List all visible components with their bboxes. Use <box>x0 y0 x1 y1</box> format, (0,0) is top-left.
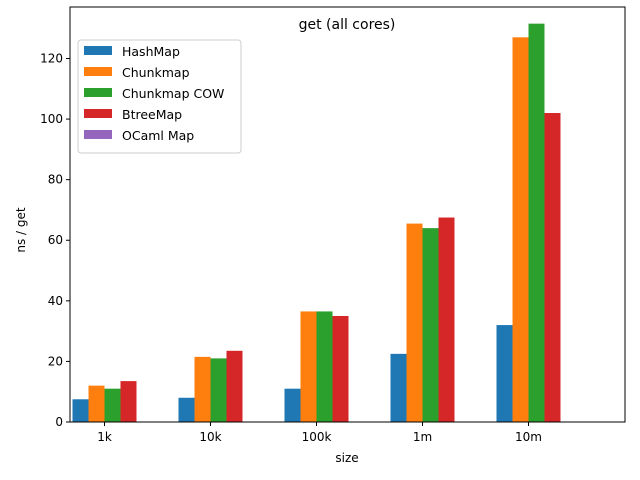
bars-group <box>72 23 561 423</box>
bar-btreemap-1m <box>438 217 455 422</box>
legend-label: Chunkmap <box>122 65 190 80</box>
x-tick-label: 1m <box>413 430 432 444</box>
legend-swatch <box>84 88 112 97</box>
legend-swatch <box>84 109 112 118</box>
bar-btreemap-100k <box>332 315 349 422</box>
legend-label: BtreeMap <box>122 107 182 122</box>
bar-chunkmap-1k <box>88 385 105 422</box>
bar-hashmap-1m <box>390 353 407 422</box>
y-tick-label: 120 <box>40 51 63 65</box>
x-tick-label: 100k <box>302 430 332 444</box>
legend-label: OCaml Map <box>122 128 194 143</box>
x-axis-label: size <box>335 451 358 465</box>
bar-chunkmap-cow-100k <box>316 311 333 422</box>
x-tick-label: 10m <box>515 430 542 444</box>
bar-hashmap-10k <box>178 397 195 422</box>
y-tick-label: 20 <box>48 354 63 368</box>
bar-chunkmap-cow-10m <box>528 23 545 422</box>
y-tick-label: 80 <box>48 173 63 187</box>
y-tick-label: 0 <box>55 415 63 429</box>
y-axis-label: ns / get <box>14 207 28 253</box>
bar-chunkmap-1m <box>406 223 423 422</box>
bar-chunkmap-100k <box>300 311 317 422</box>
x-tick-label: 10k <box>199 430 221 444</box>
legend-swatch <box>84 67 112 76</box>
bar-hashmap-100k <box>284 388 301 422</box>
x-axis-ticks: 1k 10k 100k 1m 10m <box>97 422 542 444</box>
bar-chunkmap-cow-1k <box>104 388 121 422</box>
bar-chunkmap-10k <box>194 356 211 422</box>
legend: HashMap Chunkmap Chunkmap COW BtreeMap OCaml… <box>77 39 242 154</box>
legend-label: Chunkmap COW <box>122 86 224 101</box>
legend-swatch <box>84 46 112 55</box>
y-tick-label: 100 <box>40 112 63 126</box>
legend-swatch <box>84 130 112 139</box>
y-axis-ticks: 0 20 40 60 80 100 120 <box>40 51 70 429</box>
plot-area-frame <box>69 6 626 423</box>
legend-label: HashMap <box>122 44 180 59</box>
bar-hashmap-10m <box>496 325 513 422</box>
y-tick-label: 60 <box>48 233 63 247</box>
x-tick-label: 1k <box>97 430 112 444</box>
bar-chunkmap-cow-10k <box>210 358 227 422</box>
legend-box <box>77 39 242 154</box>
bar-btreemap-10k <box>226 350 243 422</box>
y-tick-label: 40 <box>48 294 63 308</box>
bar-btreemap-10m <box>544 113 561 422</box>
bar-btreemap-1k <box>120 381 137 422</box>
chart-title: get (all cores) <box>299 17 396 33</box>
bar-chunkmap-10m <box>512 37 529 423</box>
bar-hashmap-1k <box>72 399 89 422</box>
bar-chunkmap-cow-1m <box>422 228 439 422</box>
